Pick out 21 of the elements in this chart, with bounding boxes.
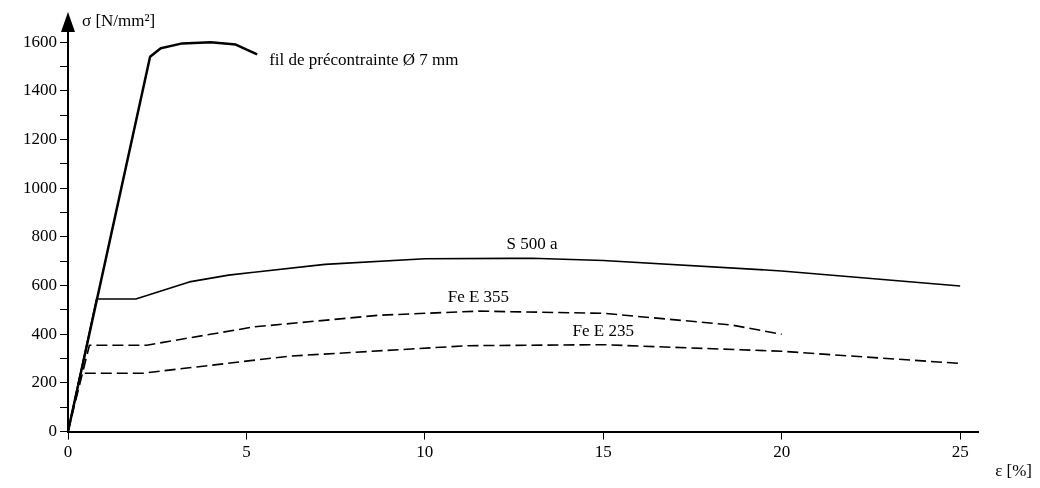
- series-label: Fe E 355: [447, 287, 510, 307]
- series-label: Fe E 235: [572, 320, 634, 340]
- x-tick-label: 15: [594, 442, 612, 462]
- y-tick-label: 800: [31, 226, 57, 246]
- x-axis-title: ε [%]: [995, 461, 1032, 481]
- y-tick-label: 1200: [23, 129, 57, 148]
- y-tick-label: 400: [31, 323, 57, 343]
- y-axis-title: σ [N/mm²]: [82, 11, 156, 31]
- series-label: fil de précontrainte Ø 7 mm: [269, 49, 459, 69]
- series-label: S 500 a: [506, 234, 558, 254]
- y-tick-label: 1400: [23, 80, 57, 100]
- y-tick-label: 200: [31, 372, 57, 392]
- y-tick-label: 0: [48, 421, 57, 441]
- x-tick-label: 5: [242, 442, 251, 462]
- x-tick-label: 0: [63, 442, 73, 462]
- y-tick-label: 600: [31, 275, 57, 295]
- x-tick-label: 10: [416, 442, 434, 462]
- y-tick-label: 1000: [23, 177, 57, 197]
- y-tick-label: 1600: [23, 31, 57, 51]
- x-tick-label: 25: [951, 442, 969, 462]
- x-tick-label: 20: [773, 442, 791, 462]
